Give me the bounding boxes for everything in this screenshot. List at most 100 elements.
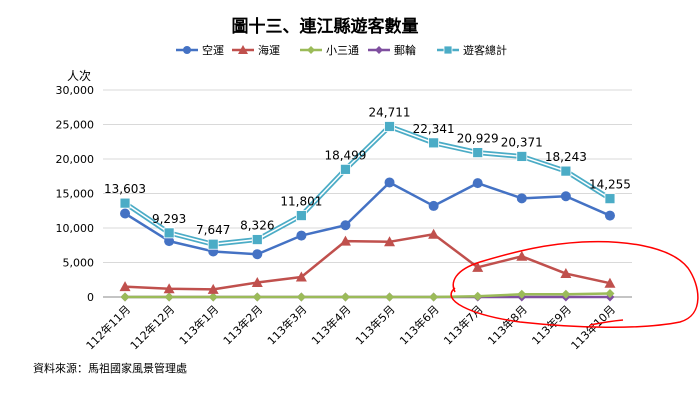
data-point [120, 292, 130, 302]
legend-label: 小三通 [326, 44, 359, 57]
gridlines [103, 89, 632, 298]
data-point [340, 163, 351, 175]
data-point [428, 228, 440, 239]
data-point [163, 227, 175, 239]
x-tick-label: 113年5月 [352, 302, 397, 347]
y-tick-label: 10,000 [56, 222, 95, 235]
data-point [340, 220, 351, 231]
data-point [295, 271, 307, 282]
data-point [164, 292, 174, 302]
data-point [375, 46, 383, 54]
data-label: 9,293 [152, 212, 186, 226]
data-label: 20,371 [501, 135, 543, 149]
data-point [443, 45, 453, 55]
data-label: 24,711 [369, 105, 411, 119]
data-point [428, 200, 439, 211]
data-point [295, 210, 307, 221]
data-point [516, 250, 528, 261]
chart-title: 圖十三、連江縣遊客數量 [232, 16, 419, 37]
data-point [120, 208, 131, 219]
data-point [251, 234, 263, 245]
x-tick-label: 113年4月 [308, 302, 353, 347]
data-point [428, 137, 440, 149]
x-tick-label: 113年1月 [176, 302, 221, 347]
y-tick-label: 25,000 [56, 119, 95, 132]
data-point [604, 277, 616, 288]
data-point [472, 147, 484, 158]
data-point [517, 289, 527, 299]
data-point [340, 292, 350, 302]
legend-label: 空運 [202, 43, 224, 57]
data-label: 18,499 [324, 148, 366, 162]
x-tick-label: 113年8月 [485, 302, 530, 347]
x-tick-label: 113年6月 [396, 302, 441, 347]
data-point [560, 165, 572, 177]
legend-label: 郵輪 [394, 43, 416, 57]
data-point [307, 46, 315, 54]
data-point [119, 281, 131, 292]
series-1 [119, 228, 616, 294]
data-label: 14,255 [589, 178, 631, 192]
legend-label: 海運 [258, 43, 280, 57]
data-point [516, 193, 527, 204]
x-tick-label: 113年2月 [220, 302, 265, 347]
data-point [472, 261, 484, 272]
data-point [339, 235, 351, 246]
data-point [252, 249, 263, 260]
legend: 空運 海運 小三通 郵輪 遊客總計 [176, 43, 507, 57]
data-point [296, 230, 307, 241]
series-2 [120, 289, 615, 302]
data-point [384, 121, 395, 132]
data-point [604, 193, 616, 205]
annotation-circle [450, 240, 699, 329]
data-point [164, 236, 175, 247]
series-0 [120, 177, 615, 260]
x-tick-label: 112年11月 [83, 302, 133, 352]
data-point [252, 292, 262, 302]
data-point [516, 151, 528, 162]
y-axis-ticks: 0 5,000 10,000 15,000 20,000 25,000 30,000 [56, 84, 95, 304]
y-tick-label: 30,000 [56, 84, 95, 97]
y-tick-label: 5,000 [63, 257, 95, 270]
annotation-tick [589, 319, 624, 326]
series-4 [119, 121, 616, 250]
legend-label: 遊客總計 [463, 43, 507, 57]
data-label: 11,801 [280, 195, 322, 209]
data-point [296, 292, 306, 302]
x-tick-label: 113年3月 [264, 302, 309, 347]
data-point [561, 289, 571, 299]
data-point [238, 45, 248, 54]
y-axis-title: 人次 [67, 69, 91, 83]
data-label: 18,243 [545, 150, 587, 164]
data-point [560, 268, 572, 279]
data-point [560, 191, 571, 202]
series-line [124, 232, 611, 291]
data-label: 20,929 [457, 132, 499, 146]
series-layer [119, 121, 616, 302]
data-label: 13,603 [104, 182, 146, 196]
y-tick-label: 15,000 [56, 188, 95, 201]
data-label: 8,326 [240, 219, 274, 233]
source-note: 資料來源：馬祖國家風景管理處 [33, 361, 187, 375]
x-tick-label: 113年7月 [441, 302, 486, 347]
series-line-inner [124, 125, 611, 245]
series-line [125, 292, 610, 299]
data-point [472, 178, 483, 189]
y-tick-label: 20,000 [56, 153, 95, 166]
data-point [183, 46, 191, 54]
data-label: 22,341 [413, 122, 455, 136]
data-point [604, 210, 615, 221]
data-point [207, 238, 219, 250]
data-point [605, 289, 615, 299]
data-point [384, 236, 396, 247]
hand-annotation [450, 240, 699, 329]
data-point [385, 292, 395, 302]
data-point [251, 277, 263, 288]
series-line [124, 181, 611, 256]
x-tick-label: 112年12月 [127, 302, 177, 352]
data-point [207, 283, 219, 294]
data-point [384, 177, 395, 188]
